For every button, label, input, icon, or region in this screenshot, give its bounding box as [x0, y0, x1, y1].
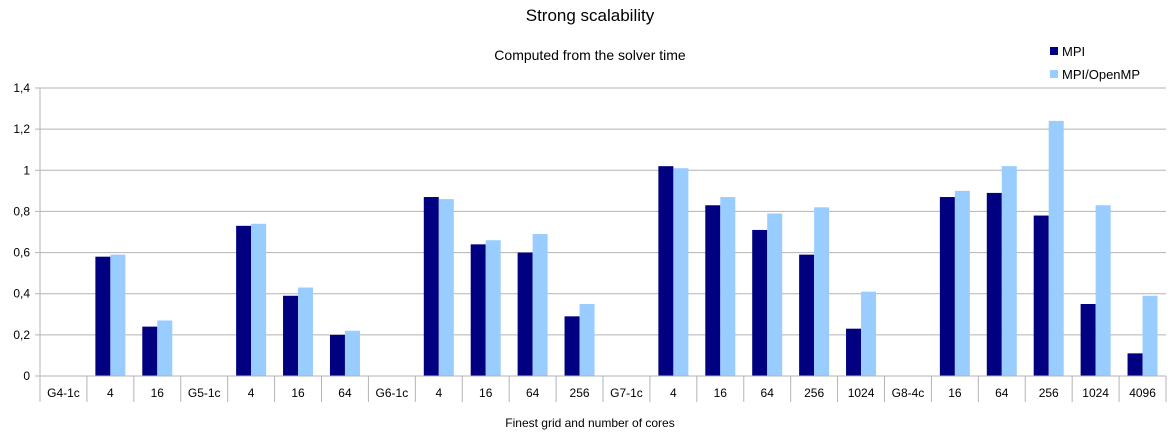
x-tick-label: 1024	[848, 386, 875, 400]
bar-mpi	[236, 225, 252, 376]
x-tick-label: G4-1c	[47, 386, 80, 400]
x-tick-label: 4	[107, 386, 114, 400]
bar-mpi-openmp	[110, 254, 126, 376]
bar-mpi	[1127, 353, 1143, 376]
x-tick-label: 256	[1039, 386, 1059, 400]
bar-mpi	[470, 244, 486, 376]
x-tick-label: G5-1c	[188, 386, 221, 400]
legend-swatch	[1050, 70, 1058, 78]
x-tick-label: 256	[570, 386, 590, 400]
bar-mpi	[986, 192, 1002, 376]
bar-mpi	[423, 197, 439, 376]
bar-mpi-openmp	[767, 213, 783, 376]
legend-label: MPI/OpenMP	[1062, 67, 1140, 82]
x-tick-label: 4	[248, 386, 255, 400]
y-tick-label: 0,4	[13, 287, 30, 301]
y-tick-label: 1	[23, 163, 30, 177]
x-tick-label: 4	[670, 386, 677, 400]
bar-mpi-openmp	[861, 291, 877, 376]
bar-mpi	[517, 252, 533, 376]
legend-swatch	[1050, 47, 1058, 55]
x-axis-label: Finest grid and number of cores	[505, 416, 675, 430]
x-tick-label: G8-4c	[892, 386, 925, 400]
bar-mpi-openmp	[532, 234, 548, 376]
bar-mpi-openmp	[1001, 166, 1017, 376]
x-tick-label: 4096	[1129, 386, 1156, 400]
y-tick-label: 0,6	[13, 246, 30, 260]
y-tick-label: 0,2	[13, 328, 30, 342]
y-tick-label: 1,4	[13, 81, 30, 95]
bar-mpi-openmp	[485, 240, 501, 376]
legend-label: MPI	[1062, 44, 1085, 59]
y-tick-label: 1,2	[13, 122, 30, 136]
x-tick-label: 64	[526, 386, 540, 400]
x-tick-label: 16	[714, 386, 728, 400]
bar-mpi-openmp	[1142, 295, 1158, 376]
bar-mpi-openmp	[298, 287, 314, 376]
bar-mpi	[846, 328, 862, 376]
bar-mpi-openmp	[673, 168, 689, 376]
bar-mpi	[283, 295, 299, 376]
x-tick-label: 1024	[1082, 386, 1109, 400]
bar-mpi	[329, 334, 345, 376]
x-tick-label: 4	[435, 386, 442, 400]
bar-mpi-openmp	[720, 197, 736, 376]
bar-mpi	[799, 254, 815, 376]
bar-mpi	[939, 197, 955, 376]
x-tick-label: 256	[804, 386, 824, 400]
bar-mpi-openmp	[344, 330, 360, 376]
x-tick-label: 16	[151, 386, 165, 400]
bar-mpi-openmp	[579, 304, 595, 376]
bar-mpi-openmp	[954, 190, 970, 376]
bar-mpi-openmp	[251, 223, 267, 376]
y-tick-label: 0,8	[13, 204, 30, 218]
x-tick-label: 64	[338, 386, 352, 400]
bar-mpi	[658, 166, 674, 376]
x-tick-label: G7-1c	[610, 386, 643, 400]
chart-title: Strong scalability	[525, 6, 655, 25]
x-tick-label: G6-1c	[376, 386, 409, 400]
bar-mpi-openmp	[814, 207, 830, 376]
y-tick-label: 0	[23, 369, 30, 383]
chart-subtitle: Computed from the solver time	[494, 47, 686, 63]
bar-mpi	[95, 256, 111, 376]
x-tick-label: 64	[995, 386, 1009, 400]
bar-mpi	[1033, 215, 1049, 376]
x-tick-label: 64	[761, 386, 775, 400]
x-tick-label: 16	[479, 386, 493, 400]
bar-mpi-openmp	[157, 320, 173, 376]
bar-mpi-openmp	[1095, 205, 1111, 376]
x-tick-label: 16	[291, 386, 305, 400]
bar-mpi	[1080, 304, 1096, 376]
bar-mpi	[705, 205, 721, 376]
bar-mpi-openmp	[438, 199, 454, 376]
x-tick-label: 16	[948, 386, 962, 400]
bar-mpi	[142, 326, 158, 376]
bar-mpi-openmp	[1048, 120, 1064, 377]
bar-mpi	[564, 316, 580, 376]
bar-mpi	[752, 229, 768, 376]
